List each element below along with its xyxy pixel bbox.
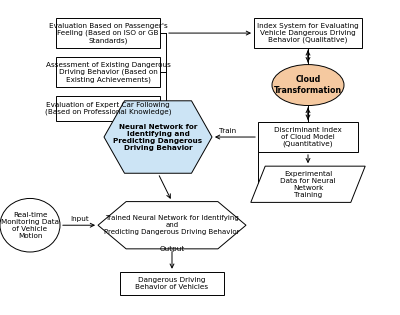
Polygon shape [98, 202, 246, 249]
Text: Discriminant Index
of Cloud Model
(Quantitative): Discriminant Index of Cloud Model (Quant… [274, 127, 342, 147]
Text: Evaluation Based on Passenger's
Feeling (Based on ISO or GB
Standards): Evaluation Based on Passenger's Feeling … [49, 23, 167, 43]
FancyBboxPatch shape [120, 272, 224, 295]
FancyBboxPatch shape [254, 18, 362, 48]
Text: Cloud
Transformation: Cloud Transformation [274, 75, 342, 95]
FancyBboxPatch shape [56, 18, 160, 48]
Text: Input: Input [71, 216, 89, 222]
Ellipse shape [272, 65, 344, 106]
Text: Real-time
Monitoring Data
of Vehicle
Motion: Real-time Monitoring Data of Vehicle Mot… [1, 212, 59, 239]
Text: Neural Network for
Identifying and
Predicting Dangerous
Driving Behavior: Neural Network for Identifying and Predi… [114, 123, 202, 151]
Text: Experimental
Data for Neural
Network
Training: Experimental Data for Neural Network Tra… [280, 171, 336, 198]
Text: Train: Train [220, 128, 236, 134]
Text: Index System for Evaluating
Vehicle Dangerous Driving
Behavior (Qualitative): Index System for Evaluating Vehicle Dang… [257, 23, 359, 43]
FancyBboxPatch shape [56, 96, 160, 121]
Ellipse shape [0, 198, 60, 252]
Text: Trained Neural Network for Identifying
and
Predicting Dangerous Driving Behavior: Trained Neural Network for Identifying a… [104, 215, 240, 235]
FancyBboxPatch shape [258, 122, 358, 152]
Polygon shape [251, 166, 365, 203]
Text: Assessment of Existing Dangerous
Driving Behavior (Based on
Existing Achievement: Assessment of Existing Dangerous Driving… [46, 62, 170, 83]
FancyBboxPatch shape [56, 57, 160, 87]
Text: Output: Output [159, 246, 185, 252]
Text: Dangerous Driving
Behavior of Vehicles: Dangerous Driving Behavior of Vehicles [136, 277, 208, 290]
Text: Evaluation of Expert Car Following
(Based on Professional Knowledge): Evaluation of Expert Car Following (Base… [45, 102, 171, 115]
Polygon shape [104, 101, 212, 173]
